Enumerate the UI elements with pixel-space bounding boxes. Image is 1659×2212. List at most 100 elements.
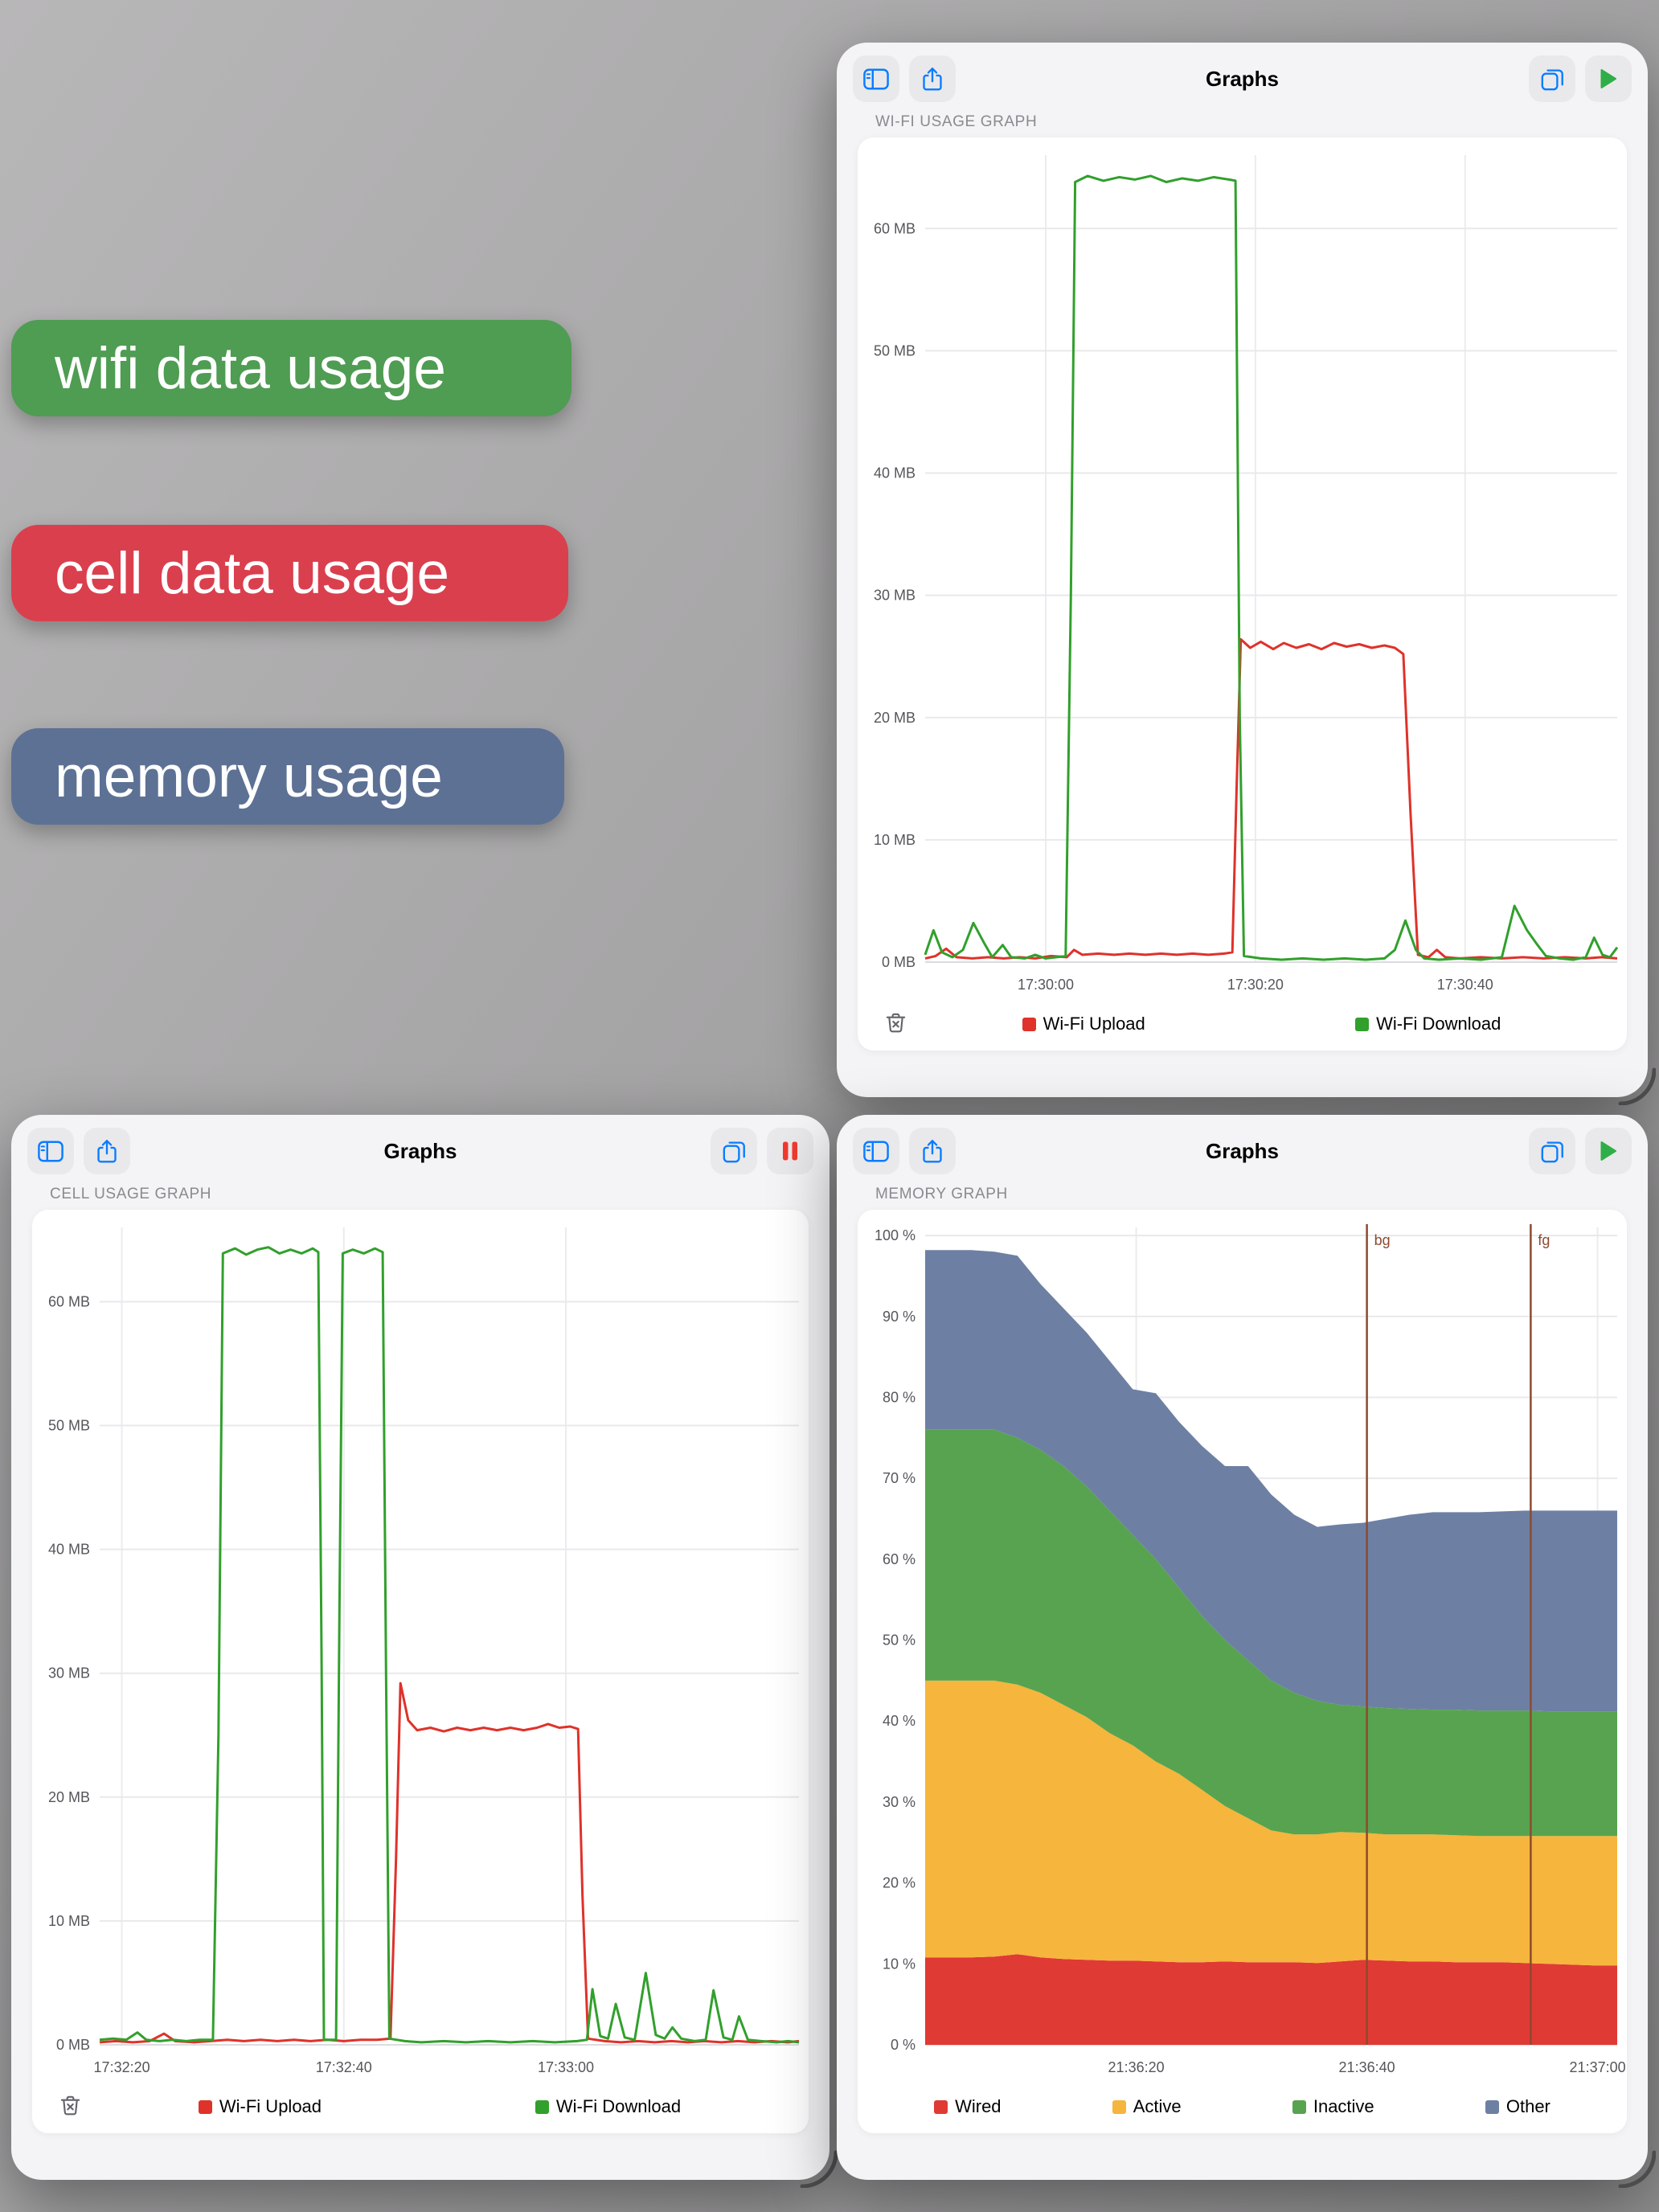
- window-resize-handle[interactable]: [796, 2146, 838, 2189]
- chart-card: 0 MB 10 MB 20 MB 30 MB 40 MB 50 MB 60 MB 17:32:…: [32, 1210, 809, 2133]
- graphs-window-cell: Graphs CELL USAGE GRAPH 0 MB 10 MB 20 MB 30…: [11, 1115, 838, 2189]
- legend-label: Inactive: [1313, 2096, 1374, 2116]
- svg-text:10 MB: 10 MB: [48, 1913, 90, 1929]
- svg-text:20 MB: 20 MB: [48, 1789, 90, 1805]
- legend-item-inactive: Inactive: [1292, 2096, 1374, 2117]
- svg-text:bg: bg: [1374, 1232, 1391, 1248]
- legend-item-wi-fi-download: Wi-Fi Download: [535, 2096, 681, 2117]
- section-title: WI-FI USAGE GRAPH: [875, 113, 1038, 130]
- section-title: MEMORY GRAPH: [875, 1186, 1008, 1202]
- sidebar-toggle-icon: [863, 68, 889, 90]
- svg-text:60 MB: 60 MB: [874, 220, 916, 236]
- svg-text:50 %: 50 %: [883, 1632, 916, 1649]
- clear-history-icon: [59, 2094, 82, 2120]
- svg-text:17:30:00: 17:30:00: [1018, 977, 1074, 993]
- section-title: CELL USAGE GRAPH: [50, 1186, 212, 1202]
- legend-label: Active: [1133, 2096, 1182, 2116]
- legend-item-wi-fi-download: Wi-Fi Download: [1355, 1014, 1501, 1034]
- svg-text:70 %: 70 %: [883, 1470, 916, 1486]
- window-title: Graphs: [383, 1139, 457, 1163]
- svg-text:50 MB: 50 MB: [874, 342, 916, 358]
- chart-footer: Wi-Fi Upload Wi-Fi Download: [53, 2087, 788, 2127]
- svg-text:90 %: 90 %: [883, 1309, 916, 1325]
- memory-usage-text: memory usage: [55, 743, 443, 809]
- chart-legend: Wired Active Inactive Other: [879, 2096, 1606, 2117]
- svg-text:50 MB: 50 MB: [48, 1418, 90, 1434]
- sidebar-toggle-button[interactable]: [853, 1128, 899, 1174]
- graphs-window-wifi: Graphs WI-FI USAGE GRAPH 0 MB 10 MB 20 MB 3…: [837, 43, 1657, 1106]
- toolbar: Graphs: [27, 1128, 813, 1174]
- chart-legend: Wi-Fi Upload Wi-Fi Download: [92, 2096, 788, 2117]
- svg-text:17:33:00: 17:33:00: [538, 2059, 594, 2075]
- legend-item-other: Other: [1485, 2096, 1550, 2117]
- legend-swatch-icon: [1022, 1017, 1036, 1031]
- transport-button[interactable]: [767, 1128, 813, 1174]
- legend-item-wi-fi-upload: Wi-Fi Upload: [198, 2096, 322, 2117]
- share-button[interactable]: [909, 1128, 956, 1174]
- svg-text:0 %: 0 %: [891, 2037, 916, 2053]
- sidebar-toggle-button[interactable]: [853, 55, 899, 102]
- share-button[interactable]: [84, 1128, 130, 1174]
- svg-text:40 %: 40 %: [883, 1713, 916, 1729]
- play-icon: [1599, 1140, 1618, 1162]
- window-title: Graphs: [1205, 1139, 1280, 1163]
- clear-history-button[interactable]: [879, 1007, 912, 1041]
- duplicate-button[interactable]: [1529, 55, 1575, 102]
- legend-item-wi-fi-upload: Wi-Fi Upload: [1022, 1014, 1145, 1034]
- transport-button[interactable]: [1585, 1128, 1632, 1174]
- duplicate-icon: [1541, 68, 1564, 91]
- svg-text:40 MB: 40 MB: [874, 465, 916, 481]
- legend-swatch-icon: [1112, 2099, 1126, 2114]
- memory-usage-label[interactable]: memory usage: [11, 728, 564, 825]
- legend-label: Wi-Fi Upload: [219, 2096, 322, 2116]
- cell-data-usage-label[interactable]: cell data usage: [11, 525, 568, 621]
- legend-swatch-icon: [1485, 2099, 1499, 2114]
- share-icon: [922, 1139, 943, 1164]
- pause-icon: [781, 1140, 799, 1162]
- chart-footer: Wi-Fi Upload Wi-Fi Download: [879, 1004, 1606, 1044]
- window-title: Graphs: [1205, 67, 1280, 91]
- chart-legend: Wi-Fi Upload Wi-Fi Download: [917, 1014, 1606, 1034]
- sidebar-toggle-button[interactable]: [27, 1128, 74, 1174]
- svg-text:17:30:40: 17:30:40: [1437, 977, 1493, 993]
- duplicate-button[interactable]: [711, 1128, 757, 1174]
- legend-label: Wi-Fi Download: [555, 2096, 682, 2116]
- wifi-usage-chart: 0 MB 10 MB 20 MB 30 MB 40 MB 50 MB 60 MB 17:30:…: [858, 137, 1627, 1001]
- svg-text:17:32:20: 17:32:20: [94, 2059, 150, 2075]
- memory-chart: 0 % 10 % 20 % 30 % 40 % 50 % 60 % 70 % 80 % 90 % 1…: [858, 1210, 1627, 2083]
- chart-card: 0 % 10 % 20 % 30 % 40 % 50 % 60 % 70 % 80 % 90 % 1…: [858, 1210, 1627, 2133]
- graphs-window-memory: Graphs MEMORY GRAPH 0 % 10 % 20 % 30 % 40 % 5…: [837, 1115, 1657, 2189]
- svg-text:0 MB: 0 MB: [882, 954, 916, 970]
- toolbar: Graphs: [853, 1128, 1632, 1174]
- clear-history-icon: [884, 1011, 907, 1037]
- transport-button[interactable]: [1585, 55, 1632, 102]
- wifi-data-usage-label[interactable]: wifi data usage: [11, 320, 571, 416]
- clear-history-button[interactable]: [53, 2090, 87, 2124]
- chart-card: 0 MB 10 MB 20 MB 30 MB 40 MB 50 MB 60 MB 17:30:…: [858, 137, 1627, 1051]
- toolbar: Graphs: [853, 55, 1632, 102]
- share-icon: [96, 1139, 117, 1164]
- wifi-data-usage-text: wifi data usage: [55, 335, 446, 401]
- legend-swatch-icon: [934, 2099, 948, 2114]
- svg-text:60 MB: 60 MB: [48, 1294, 90, 1310]
- legend-swatch-icon: [1292, 2099, 1306, 2114]
- svg-text:21:37:00: 21:37:00: [1570, 2059, 1626, 2075]
- svg-text:30 MB: 30 MB: [48, 1665, 90, 1682]
- svg-text:10 %: 10 %: [883, 1956, 916, 1972]
- svg-text:20 %: 20 %: [883, 1875, 916, 1891]
- svg-text:30 %: 30 %: [883, 1794, 916, 1810]
- duplicate-icon: [723, 1140, 746, 1163]
- legend-swatch-icon: [1355, 1017, 1370, 1031]
- play-icon: [1599, 68, 1618, 90]
- svg-text:10 MB: 10 MB: [874, 832, 916, 848]
- legend-label: Wired: [955, 2096, 1002, 2116]
- share-button[interactable]: [909, 55, 956, 102]
- svg-text:100 %: 100 %: [875, 1227, 916, 1243]
- duplicate-button[interactable]: [1529, 1128, 1575, 1174]
- legend-item-wired: Wired: [934, 2096, 1002, 2117]
- window-resize-handle[interactable]: [1614, 2146, 1657, 2189]
- svg-text:80 %: 80 %: [883, 1390, 916, 1406]
- share-icon: [922, 67, 943, 92]
- window-resize-handle[interactable]: [1614, 1063, 1657, 1106]
- svg-text:17:32:40: 17:32:40: [316, 2059, 372, 2075]
